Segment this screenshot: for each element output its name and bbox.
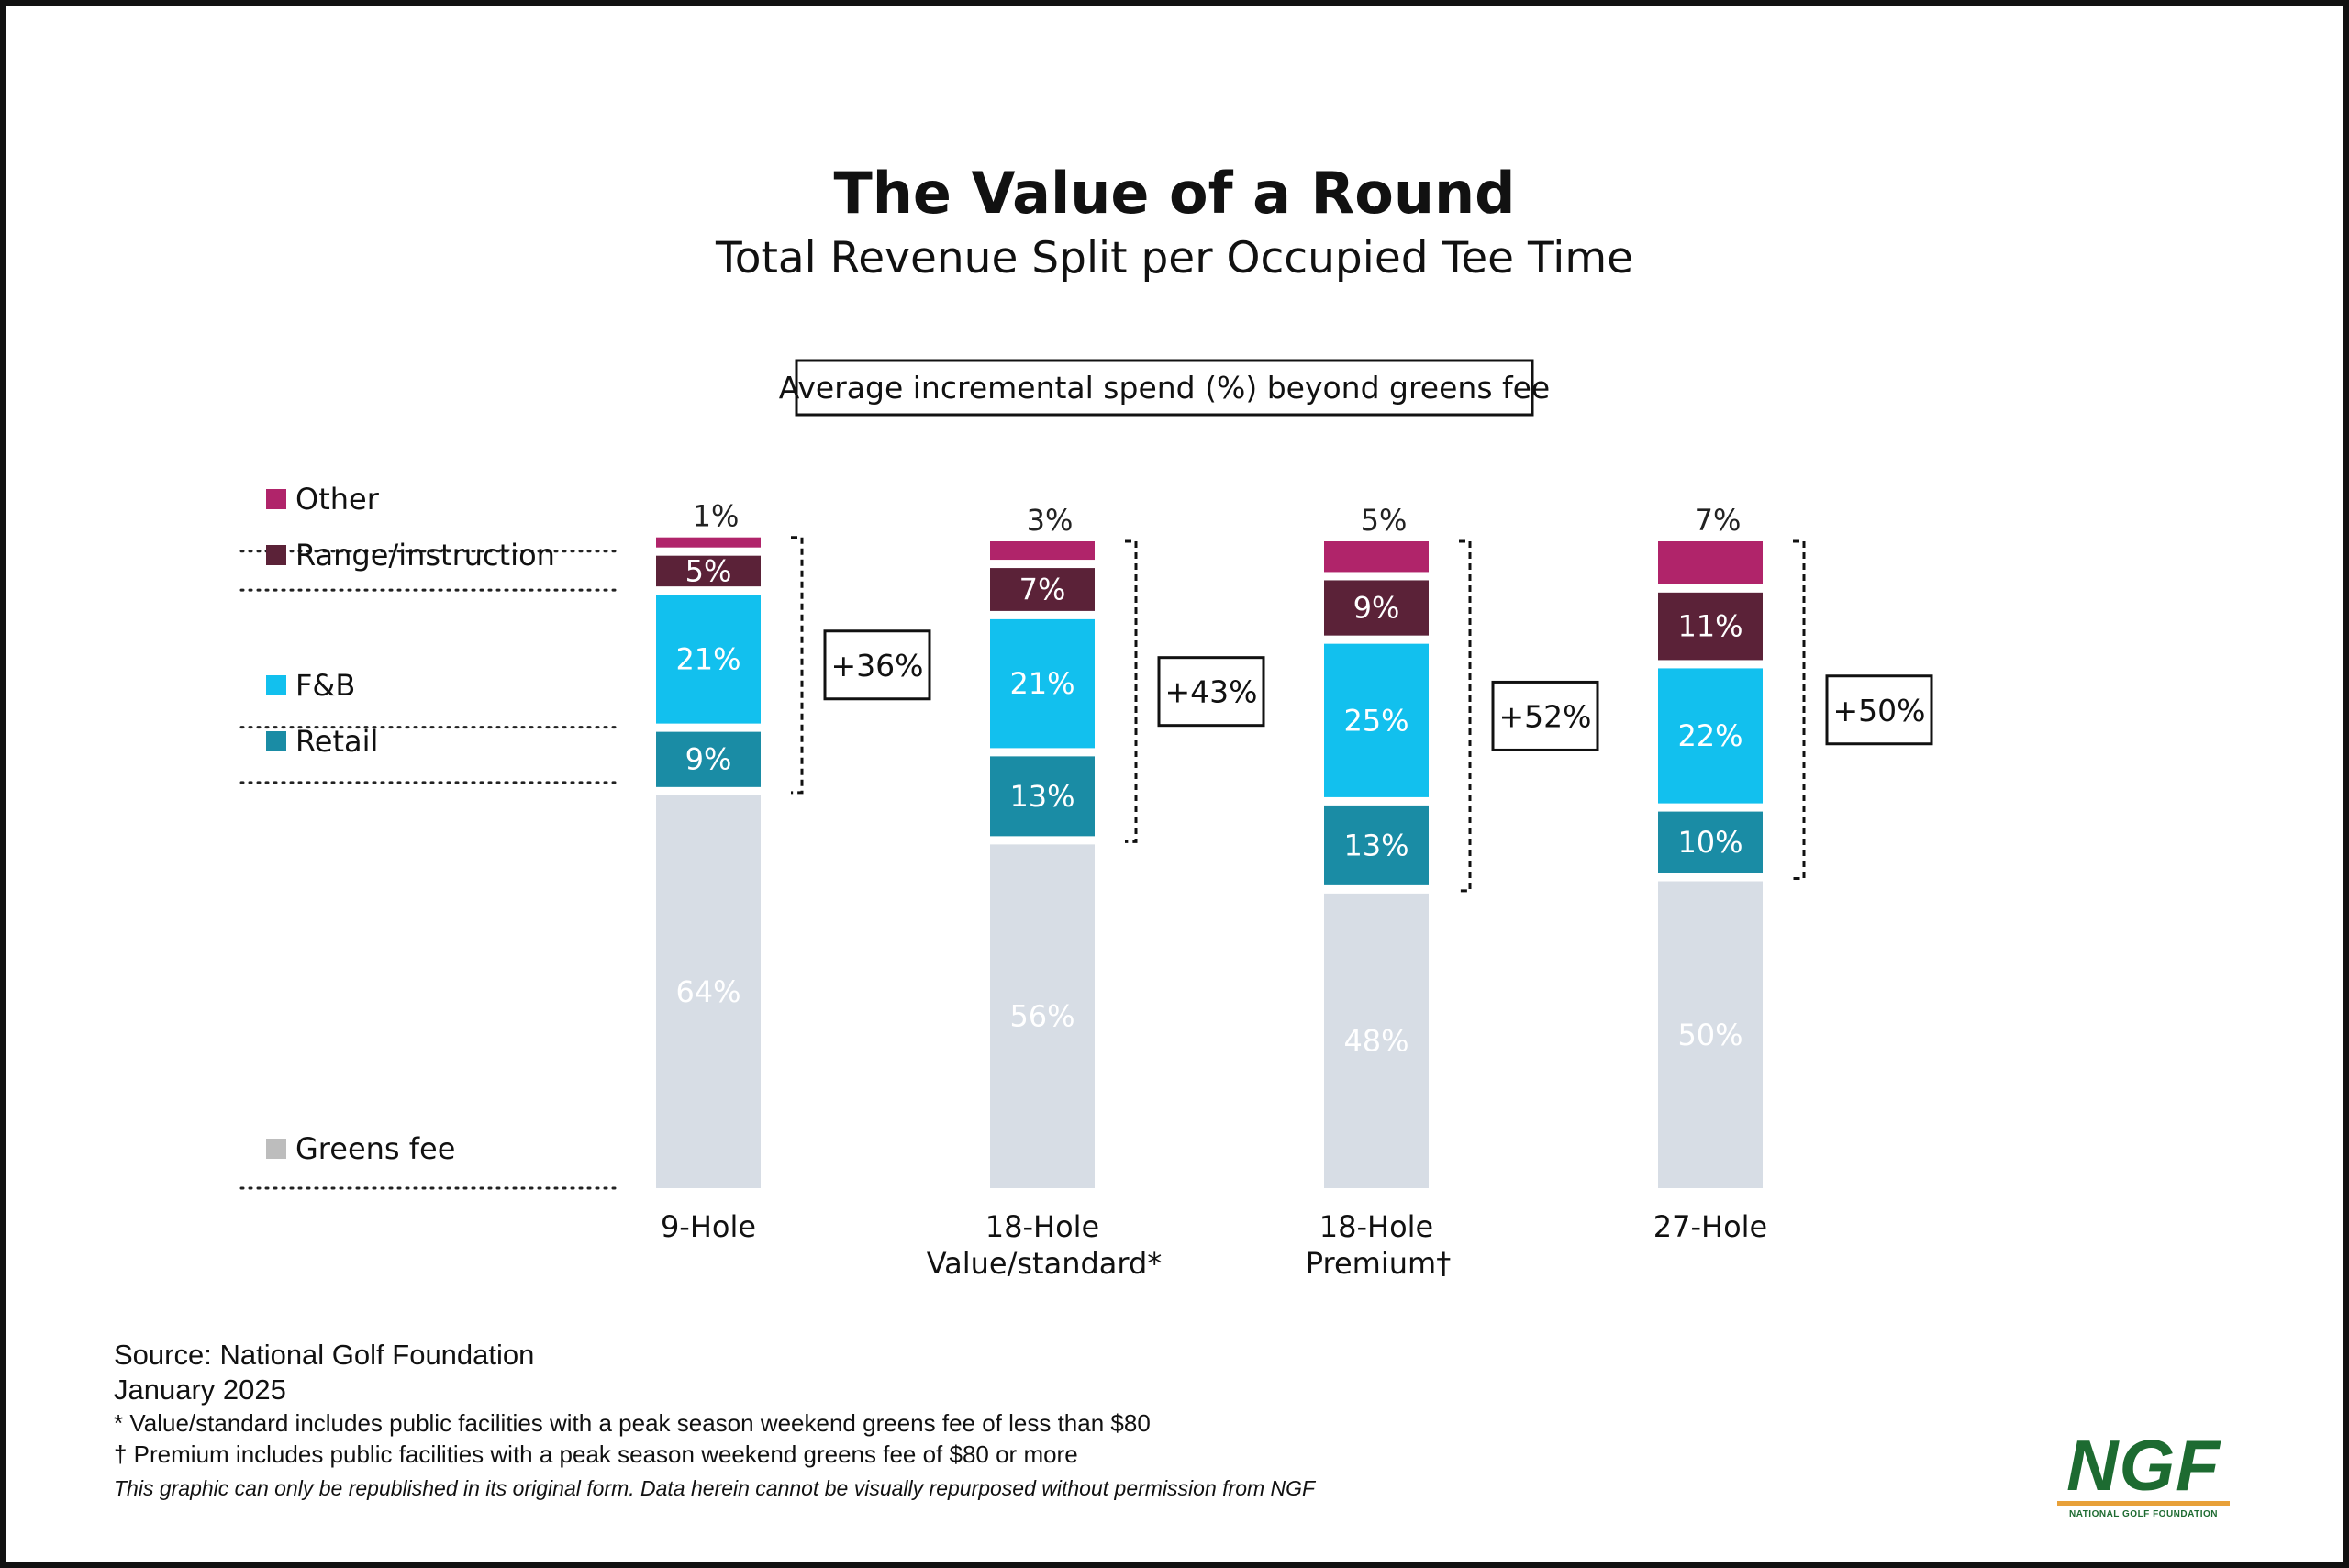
- segment-label-greens-fee-18-hole-premium: 48%: [1343, 1023, 1408, 1058]
- segment-range-instruction-27-hole: [1658, 592, 1763, 661]
- segment-label-other-18-hole-premium: 5%: [1361, 503, 1408, 538]
- bar-9-hole: 64% 9% 21% 5% 1% +36% 9-Hole: [656, 499, 931, 1244]
- legend-label-other: Other: [295, 482, 380, 517]
- segment-retail-9-hole: [656, 731, 761, 787]
- segment-other-18-hole-premium: [1324, 541, 1429, 573]
- ngf-logo-tagline: NATIONAL GOLF FOUNDATION: [2069, 1509, 2218, 1519]
- footer: Source: National Golf Foundation January…: [114, 1338, 1315, 1507]
- segment-label-range-instruction-18-hole-premium: 9%: [1353, 591, 1400, 626]
- segment-label-other-27-hole: 7%: [1695, 503, 1742, 538]
- incremental-label-18-hole-value-standard: +43%: [1165, 674, 1258, 710]
- segment-label-other-18-hole-value-standard: 3%: [1027, 503, 1074, 538]
- chart-subtitle: Total Revenue Split per Occupied Tee Tim…: [715, 233, 1633, 284]
- segment-f-b-27-hole: [1658, 668, 1763, 804]
- disclaimer: This graphic can only be republished in …: [114, 1476, 1316, 1500]
- chart-title: The Value of a Round: [833, 160, 1515, 227]
- legend-label-retail: Retail: [295, 724, 378, 759]
- category-label-27-hole: 27-Hole: [1653, 1209, 1767, 1244]
- legend-swatch-retail: [266, 731, 286, 751]
- legend-swatch-range-instruction: [266, 545, 286, 565]
- segment-other-27-hole: [1658, 541, 1763, 584]
- legend-item-greens-fee: Greens fee: [239, 1131, 618, 1190]
- incremental-box-9-hole: [823, 629, 931, 701]
- segment-label-greens-fee-9-hole: 64%: [675, 974, 740, 1009]
- segment-other-9-hole: [656, 537, 761, 548]
- category-label-18-hole-value-standard: 18-Hole: [985, 1209, 1099, 1244]
- incremental-label-27-hole: +50%: [1833, 693, 1926, 728]
- segment-range-instruction-18-hole-value-standard: [990, 568, 1095, 611]
- segment-label-range-instruction-27-hole: 11%: [1677, 609, 1742, 644]
- segment-label-greens-fee-18-hole-value-standard: 56%: [1009, 999, 1074, 1034]
- legend-item-other: Other: [239, 482, 618, 553]
- incremental-label-18-hole-premium: +52%: [1499, 698, 1592, 734]
- segment-label-greens-fee-27-hole: 50%: [1677, 1018, 1742, 1052]
- segment-label-f-b-18-hole-premium: 25%: [1343, 703, 1408, 738]
- legend-item-f-b: F&B: [239, 668, 618, 729]
- incremental-bracket-18-hole-premium: [1459, 539, 1472, 893]
- value-standard-footnote: * Value/standard includes public facilit…: [114, 1409, 1151, 1437]
- incremental-bracket-27-hole: [1793, 539, 1806, 880]
- legend-label-greens-fee: Greens fee: [295, 1131, 455, 1166]
- incremental-label-9-hole: +36%: [831, 648, 924, 684]
- date-note: January 2025: [114, 1373, 286, 1406]
- bar-27-hole: 50% 10% 22% 11% 7% +50% 27-Hole: [1653, 503, 1933, 1244]
- segment-label-f-b-18-hole-value-standard: 21%: [1009, 666, 1074, 701]
- segment-label-range-instruction-9-hole: 5%: [685, 553, 732, 588]
- segment-range-instruction-9-hole: [656, 555, 761, 587]
- legend-swatch-f-b: [266, 675, 286, 695]
- segment-label-retail-27-hole: 10%: [1677, 825, 1742, 860]
- category-label-18-hole-premium: 18-Hole: [1319, 1209, 1433, 1244]
- legend-item-range-instruction: Range/instruction: [239, 538, 618, 592]
- segment-retail-18-hole-premium: [1324, 805, 1429, 885]
- segment-label-retail-18-hole-premium: 13%: [1343, 828, 1408, 862]
- segment-label-retail-9-hole: 9%: [685, 742, 732, 777]
- segment-greens-fee-18-hole-value-standard: [990, 844, 1095, 1188]
- segment-label-other-9-hole: 1%: [693, 499, 740, 534]
- category-sublabel-18-hole-value-standard: Value/standard*: [927, 1246, 1163, 1281]
- legend: Other Range/instruction F&B Retail Greens fe…: [239, 482, 618, 1190]
- ngf-logo: NGF NATIONAL GOLF FOUNDATION: [2052, 1425, 2235, 1519]
- segment-retail-18-hole-value-standard: [990, 756, 1095, 837]
- segment-greens-fee-9-hole: [656, 795, 761, 1188]
- category-sublabel-18-hole-premium: Premium†: [1306, 1246, 1451, 1281]
- segment-label-retail-18-hole-value-standard: 13%: [1009, 779, 1074, 814]
- legend-swatch-greens-fee: [266, 1139, 286, 1159]
- segment-other-18-hole-value-standard: [990, 541, 1095, 561]
- segment-label-f-b-9-hole: 21%: [675, 641, 740, 676]
- incremental-bracket-9-hole: [791, 536, 804, 795]
- incremental-box-18-hole-value-standard: [1157, 656, 1265, 728]
- incremental-box-18-hole-premium: [1491, 680, 1599, 751]
- ngf-logo-stripe: [2057, 1501, 2230, 1506]
- segment-greens-fee-18-hole-premium: [1324, 893, 1429, 1188]
- bars: 64% 9% 21% 5% 1% +36% 9-Hole 56% 13% 21% 7% 3% +43% 1…: [656, 499, 1933, 1281]
- segment-range-instruction-18-hole-premium: [1324, 580, 1429, 636]
- segment-label-range-instruction-18-hole-value-standard: 7%: [1019, 572, 1066, 606]
- source-note: Source: National Golf Foundation: [114, 1339, 535, 1371]
- ngf-logo-wordmark: NGF: [2066, 1425, 2221, 1506]
- legend-label-f-b: F&B: [295, 668, 355, 703]
- incremental-note: Average incremental spend (%) beyond gre…: [779, 370, 1551, 406]
- legend-swatch-other: [266, 489, 286, 509]
- incremental-note-box: [795, 359, 1534, 417]
- legend-label-range-instruction: Range/instruction: [295, 538, 555, 573]
- segment-f-b-18-hole-value-standard: [990, 618, 1095, 749]
- incremental-bracket-18-hole-value-standard: [1125, 539, 1138, 843]
- segment-label-f-b-27-hole: 22%: [1677, 718, 1742, 753]
- premium-footnote: † Premium includes public facilities wit…: [114, 1440, 1078, 1468]
- segment-f-b-9-hole: [656, 595, 761, 724]
- legend-item-retail: Retail: [239, 724, 618, 784]
- segment-f-b-18-hole-premium: [1324, 643, 1429, 797]
- category-label-9-hole: 9-Hole: [661, 1209, 756, 1244]
- segment-retail-27-hole: [1658, 811, 1763, 873]
- incremental-box-27-hole: [1825, 674, 1933, 746]
- segment-greens-fee-27-hole: [1658, 881, 1763, 1188]
